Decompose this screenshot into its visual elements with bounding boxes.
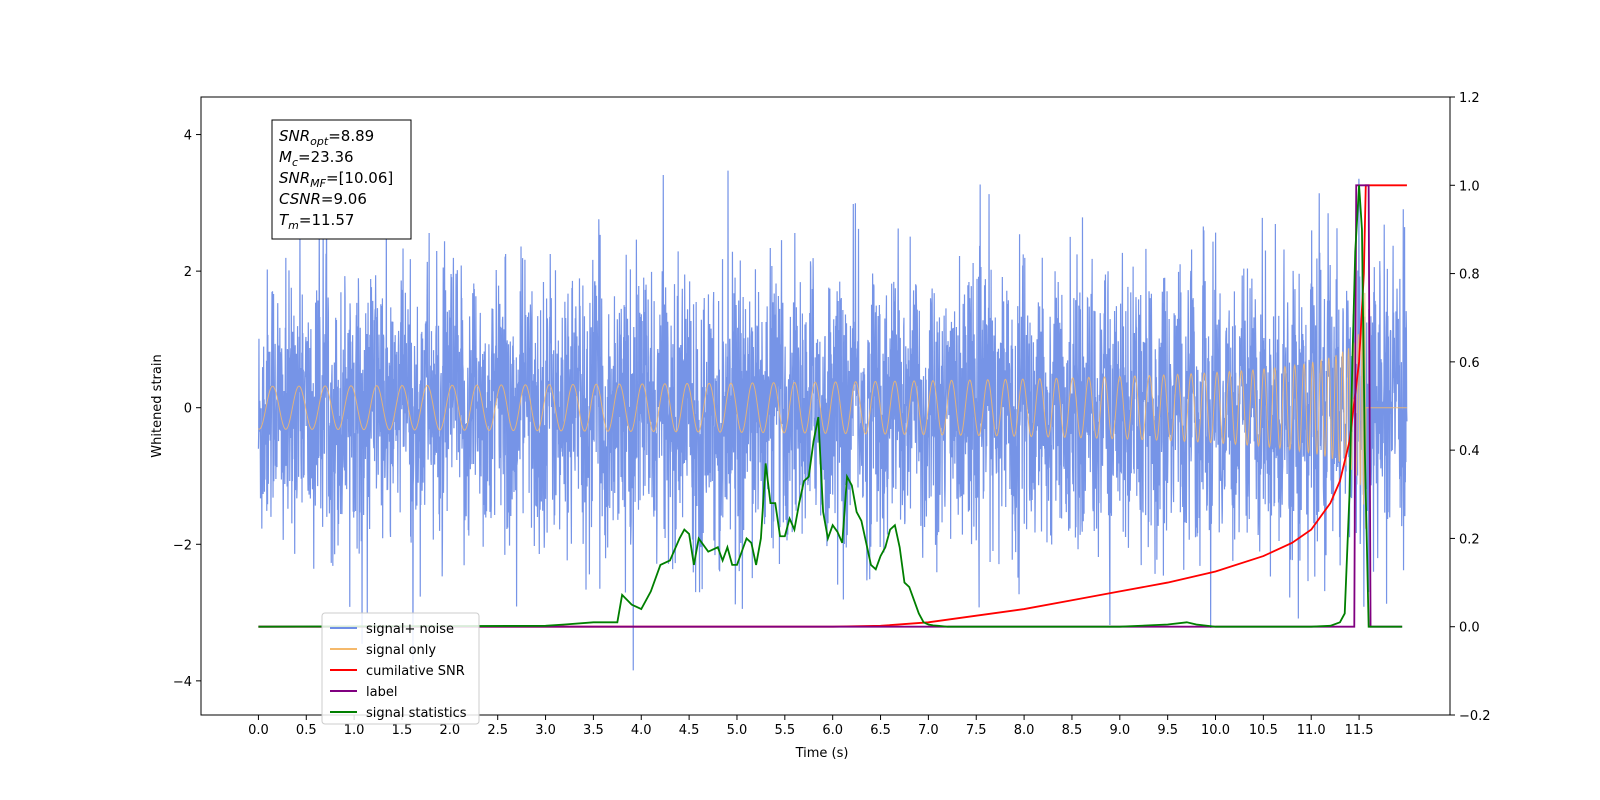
legend-label-signal-noise: signal+ noise xyxy=(366,622,454,637)
x-tick-label: 10.5 xyxy=(1249,723,1278,738)
series-signal-plus-noise-line xyxy=(257,140,1408,671)
annotation-symbol: M xyxy=(279,148,292,166)
annotation-line: SNRopt=8.89 xyxy=(279,127,374,148)
x-tick-label: 5.0 xyxy=(727,723,748,738)
plot-frame xyxy=(200,96,1451,716)
legend-label-signal-only: signal only xyxy=(366,643,436,658)
y-tick-label: −2 xyxy=(173,538,192,553)
y2-tick-label: 0.8 xyxy=(1459,268,1480,283)
annotation-line: CSNR=9.06 xyxy=(279,190,367,208)
x-tick-label: 9.0 xyxy=(1109,723,1130,738)
y-tick-label: 4 xyxy=(184,129,192,144)
annotation-line: Mc=23.36 xyxy=(279,148,354,169)
series-signal-only-line xyxy=(258,292,1407,529)
series-cumilative-snr-line xyxy=(258,184,1407,628)
annotation-symbol: SNR xyxy=(279,127,310,145)
y2-tick-label: −0.2 xyxy=(1459,709,1491,724)
annotation-symbol: SNR xyxy=(279,169,310,187)
annotation-value: =11.57 xyxy=(299,211,355,229)
x-tick-label: 1.0 xyxy=(344,723,365,738)
y2-tick-label: 0.0 xyxy=(1459,621,1480,636)
annotation-value: =[10.06] xyxy=(326,169,393,187)
annotation-subscript: MF xyxy=(310,177,326,190)
x-tick-label: 0.5 xyxy=(296,723,317,738)
x-tick-label: 9.5 xyxy=(1157,723,1178,738)
annotation-value: =9.06 xyxy=(321,190,367,208)
annotation-symbol: CSNR xyxy=(279,190,321,208)
y-tick-label: 0 xyxy=(184,402,192,417)
y2-tick-label: 0.6 xyxy=(1459,356,1480,371)
annotation-subscript: opt xyxy=(310,135,329,148)
x-tick-label: 5.5 xyxy=(774,723,795,738)
annotation-line: Tm=11.57 xyxy=(279,211,354,232)
x-tick-label: 2.5 xyxy=(487,723,508,738)
annotation-value: =8.89 xyxy=(328,127,374,145)
x-axis: 0.0 0.5 1.0 1.5 2.0 2.5 3.0 3.5 4.0 4.5 5.0 5.5 6.0 6… xyxy=(248,715,1374,738)
x-tick-label: 7.0 xyxy=(918,723,939,738)
legend-label-label: label xyxy=(366,685,397,700)
x-tick-label: 4.0 xyxy=(631,723,652,738)
x-tick-label: 8.5 xyxy=(1062,723,1083,738)
annotation-value: =23.36 xyxy=(298,148,354,166)
x-tick-label: 11.5 xyxy=(1345,723,1374,738)
legend-label-cumilative-snr: cumilative SNR xyxy=(366,664,465,679)
y-axis-label: Whitened strain xyxy=(150,354,165,457)
annotation-subscript: c xyxy=(292,156,298,169)
legend: signal+ noise signal only cumilative SNR la… xyxy=(321,612,480,725)
y-axis-right: 1.2 1.0 0.8 0.6 0.4 0.2 0.0 −0.2 xyxy=(1450,91,1491,724)
x-tick-label: 6.0 xyxy=(822,723,843,738)
annotation-box: SNRopt=8.89Mc=23.36SNRMF=[10.06]CSNR=9.0… xyxy=(271,119,412,240)
y2-tick-label: 1.0 xyxy=(1459,179,1480,194)
series-signal-statistics-line xyxy=(258,185,1403,628)
y-axis-left: 4 2 0 −2 −4 xyxy=(173,129,201,690)
x-tick-label: 10.0 xyxy=(1201,723,1230,738)
y2-tick-label: 0.2 xyxy=(1459,532,1480,547)
x-tick-label: 4.5 xyxy=(679,723,700,738)
annotation-symbol: T xyxy=(279,211,290,229)
x-tick-label: 8.0 xyxy=(1014,723,1035,738)
x-tick-label: 6.5 xyxy=(870,723,891,738)
x-tick-label: 0.0 xyxy=(248,723,269,738)
y2-tick-label: 0.4 xyxy=(1459,444,1480,459)
x-axis-label: Time (s) xyxy=(795,746,849,761)
annotation-subscript: m xyxy=(288,219,299,232)
x-tick-label: 3.0 xyxy=(535,723,556,738)
x-tick-label: 7.5 xyxy=(966,723,987,738)
x-tick-label: 11.0 xyxy=(1297,723,1326,738)
y-tick-label: −4 xyxy=(173,675,192,690)
legend-label-signal-statistics: signal statistics xyxy=(366,706,467,721)
y-tick-label: 2 xyxy=(184,265,192,280)
x-tick-label: 3.5 xyxy=(583,723,604,738)
annotation-line: SNRMF=[10.06] xyxy=(279,169,393,190)
x-tick-label: 1.5 xyxy=(392,723,413,738)
series-layer xyxy=(257,140,1408,671)
x-tick-label: 2.0 xyxy=(439,723,460,738)
y2-tick-label: 1.2 xyxy=(1459,91,1480,106)
